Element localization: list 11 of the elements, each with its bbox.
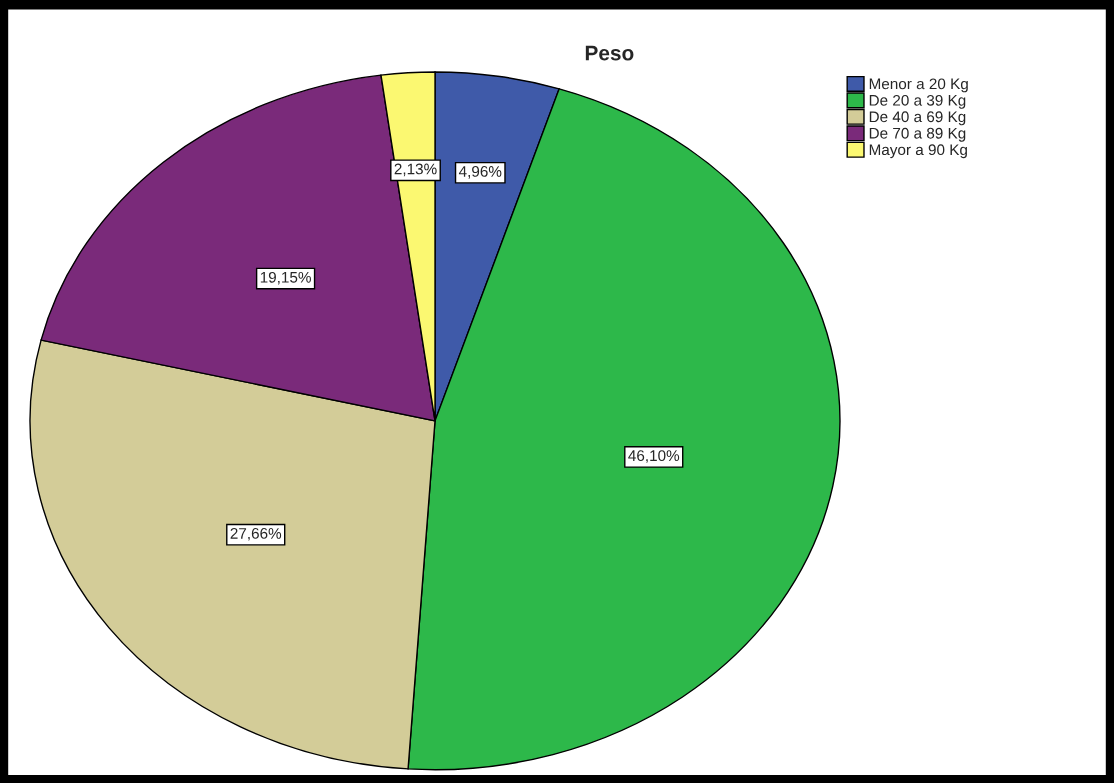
data-label: 46,10%: [628, 450, 680, 463]
data-label: 4,96%: [458, 166, 502, 179]
chart-title: Peso: [585, 45, 634, 61]
legend-label: De 20 a 39 Kg: [869, 94, 966, 109]
legend-label: Mayor a 90 Kg: [869, 144, 967, 159]
legend-label: De 40 a 69 Kg: [869, 111, 966, 126]
data-label: 19,15%: [260, 271, 311, 285]
legend-label: De 70 a 89 Kg: [869, 127, 966, 142]
data-label: 2,13%: [394, 163, 437, 177]
legend-label: Menor a 20 Kg: [869, 78, 968, 93]
data-label: 27,66%: [230, 527, 282, 541]
